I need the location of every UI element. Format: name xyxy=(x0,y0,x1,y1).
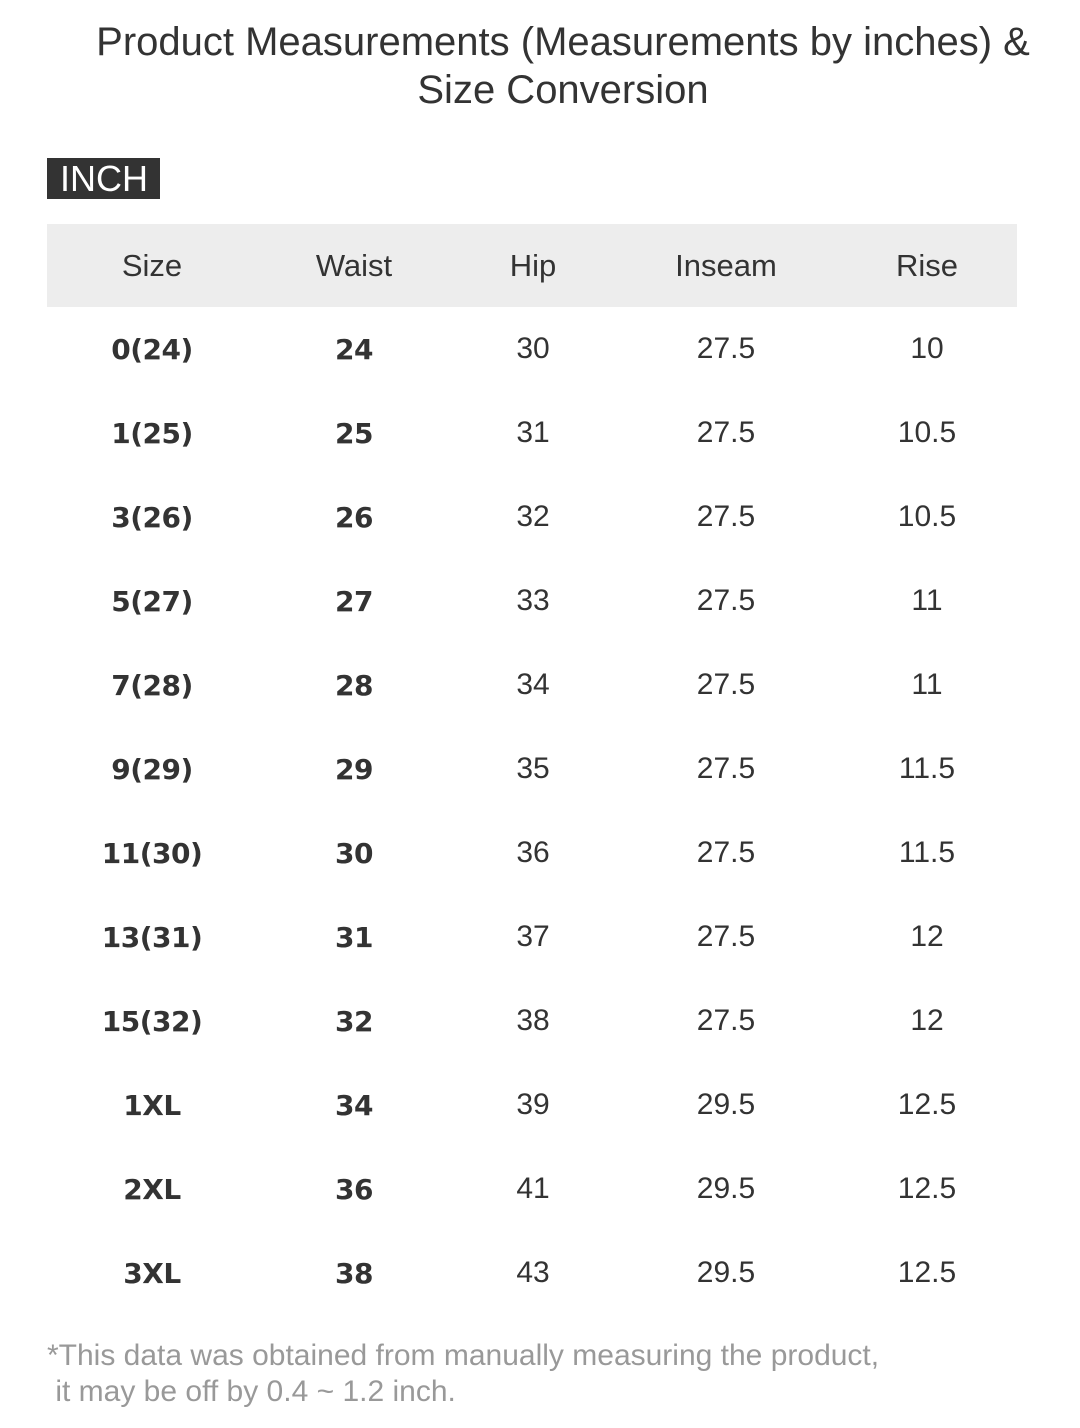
cell-size: 0(24) xyxy=(111,332,193,366)
cell-size: 3XL xyxy=(123,1256,181,1290)
cell-size: 5(27) xyxy=(111,584,193,618)
cell-hip: 32 xyxy=(516,500,550,533)
cell-waist: 31 xyxy=(335,920,373,954)
cell-hip: 35 xyxy=(516,752,550,785)
cell-waist: 32 xyxy=(335,1004,373,1038)
cell-waist: 26 xyxy=(335,500,373,534)
cell-size: 9(29) xyxy=(111,752,193,786)
cell-hip: 34 xyxy=(516,668,550,701)
column-header-hip: Hip xyxy=(451,224,615,307)
cell-inseam: 27.5 xyxy=(696,584,756,617)
cell-rise: 12.5 xyxy=(897,1256,957,1289)
cell-rise: 10 xyxy=(910,332,944,365)
page-title: Product Measurements (Measurements by in… xyxy=(96,20,1030,112)
cell-rise: 12.5 xyxy=(897,1172,957,1205)
cell-hip: 33 xyxy=(516,584,550,617)
cell-hip: 31 xyxy=(516,416,550,449)
cell-hip: 38 xyxy=(516,1004,550,1037)
table-row: 0(24) 24 30 27.5 10 xyxy=(47,307,1017,391)
cell-hip: 36 xyxy=(516,836,550,869)
cell-size: 2XL xyxy=(123,1172,181,1206)
table-body: 0(24) 24 30 27.5 10 1(25) 25 31 27.5 10.5 3(26) 26 3… xyxy=(47,307,1017,1315)
cell-rise: 11 xyxy=(911,584,943,617)
cell-size: 7(28) xyxy=(111,668,193,702)
table-row: 1(25) 25 31 27.5 10.5 xyxy=(47,391,1017,475)
cell-rise: 11.5 xyxy=(898,752,956,785)
cell-rise: 11.5 xyxy=(898,836,956,869)
cell-inseam: 27.5 xyxy=(696,836,756,869)
cell-inseam: 27.5 xyxy=(696,668,756,701)
cell-inseam: 29.5 xyxy=(696,1256,756,1289)
cell-inseam: 27.5 xyxy=(696,332,756,365)
cell-hip: 37 xyxy=(516,920,550,953)
cell-size: 11(30) xyxy=(101,836,203,870)
cell-inseam: 27.5 xyxy=(696,1004,756,1037)
table-row: 15(32) 32 38 27.5 12 xyxy=(47,979,1017,1063)
column-header-size: Size xyxy=(47,224,257,307)
table-row: 7(28) 28 34 27.5 11 xyxy=(47,643,1017,727)
cell-rise: 11 xyxy=(911,668,943,701)
table-row: 5(27) 27 33 27.5 11 xyxy=(47,559,1017,643)
table-row: 3XL 38 43 29.5 12.5 xyxy=(47,1231,1017,1315)
cell-waist: 29 xyxy=(335,752,373,786)
cell-inseam: 29.5 xyxy=(696,1088,756,1121)
cell-waist: 38 xyxy=(335,1256,373,1290)
column-header-inseam: Inseam xyxy=(615,224,837,307)
cell-waist: 24 xyxy=(335,332,373,366)
cell-rise: 12 xyxy=(910,920,944,953)
cell-waist: 27 xyxy=(335,584,373,618)
cell-hip: 43 xyxy=(516,1256,550,1289)
table-row: 2XL 36 41 29.5 12.5 xyxy=(47,1147,1017,1231)
column-header-waist: Waist xyxy=(257,224,451,307)
cell-hip: 30 xyxy=(516,332,550,365)
table-row: 13(31) 31 37 27.5 12 xyxy=(47,895,1017,979)
cell-waist: 36 xyxy=(335,1172,373,1206)
cell-size: 3(26) xyxy=(111,500,193,534)
cell-rise: 12 xyxy=(910,1004,944,1037)
footnote: *This data was obtained from manually me… xyxy=(47,1339,880,1408)
cell-hip: 41 xyxy=(516,1172,550,1205)
cell-waist: 30 xyxy=(335,836,373,870)
cell-rise: 10.5 xyxy=(897,500,957,533)
size-table: Size Waist Hip Inseam Rise 0(24) 24 30 27.5 10 1(… xyxy=(47,224,1017,1315)
cell-size: 1XL xyxy=(123,1088,181,1122)
table-row: 1XL 34 39 29.5 12.5 xyxy=(47,1063,1017,1147)
cell-rise: 10.5 xyxy=(897,416,957,449)
table-row: 11(30) 30 36 27.5 11.5 xyxy=(47,811,1017,895)
table-row: 9(29) 29 35 27.5 11.5 xyxy=(47,727,1017,811)
cell-size: 15(32) xyxy=(101,1004,203,1038)
unit-badge: INCH xyxy=(47,158,160,199)
cell-waist: 34 xyxy=(335,1088,373,1122)
cell-inseam: 27.5 xyxy=(696,752,756,785)
table-row: 3(26) 26 32 27.5 10.5 xyxy=(47,475,1017,559)
table-header-row: Size Waist Hip Inseam Rise xyxy=(47,224,1017,307)
cell-hip: 39 xyxy=(516,1088,550,1121)
cell-inseam: 29.5 xyxy=(696,1172,756,1205)
cell-size: 13(31) xyxy=(101,920,203,954)
cell-inseam: 27.5 xyxy=(696,500,756,533)
cell-size: 1(25) xyxy=(111,416,193,450)
cell-inseam: 27.5 xyxy=(696,416,756,449)
cell-rise: 12.5 xyxy=(897,1088,957,1121)
cell-waist: 28 xyxy=(335,668,373,702)
cell-inseam: 27.5 xyxy=(696,920,756,953)
column-header-rise: Rise xyxy=(837,224,1017,307)
cell-waist: 25 xyxy=(335,416,373,450)
